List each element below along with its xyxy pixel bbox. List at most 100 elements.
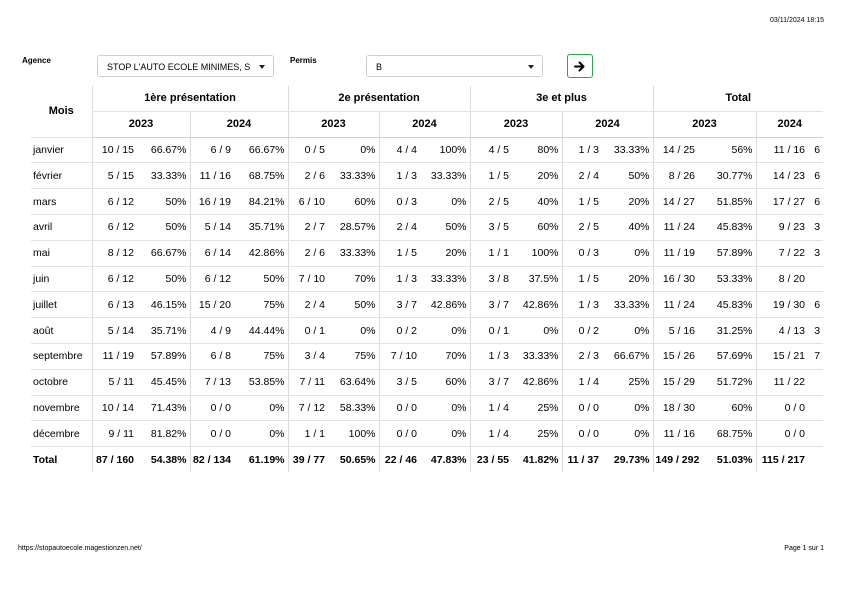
percent-cell: 53.33% (700, 266, 757, 293)
stats-table: Mois 1ère présentation 2e présentation 3… (31, 86, 824, 472)
count-cell: 11 / 16 (189, 162, 236, 190)
count-cell: 15 / 20 (189, 291, 236, 319)
percent-cell: 42.86% (514, 291, 563, 319)
count-cell: 8 / 12 (91, 240, 139, 267)
percent-cell: 28.57% (330, 214, 380, 241)
count-cell: 17 / 27 (755, 188, 811, 215)
count-cell: 10 / 14 (91, 395, 139, 422)
count-cell: 0 / 1 (469, 317, 515, 344)
count-cell: 18 / 30 (652, 395, 701, 422)
table-row: février 5 / 15 33.33% 11 / 16 68.75% 2 / 6 33.… (31, 162, 824, 190)
percent-cell: 33.33% (422, 162, 471, 190)
count-cell: 19 / 30 (755, 291, 811, 319)
agency-label: Agence (22, 56, 51, 65)
count-cell: 7 / 10 (378, 343, 423, 370)
percent-cell: 60% (700, 395, 757, 422)
percent-cell: 35.71% (236, 214, 289, 241)
caret-down-icon (528, 65, 534, 69)
percent-cell: 20% (604, 188, 654, 215)
percent-cell: 60% (514, 214, 563, 241)
count-cell: 6 / 14 (189, 240, 236, 267)
permit-select[interactable]: B (366, 55, 543, 77)
percent-cell: 50% (139, 266, 190, 293)
year-header: 2023 (91, 111, 190, 138)
count-cell: 5 / 15 (91, 162, 139, 190)
count-cell: 8 / 26 (652, 162, 701, 190)
page-number: Page 1 sur 1 (784, 545, 824, 552)
percent-cell: 61.19% (248, 453, 285, 466)
agency-select[interactable]: STOP L'AUTO ECOLE MINIMES, S (97, 55, 274, 77)
table-row: septembre 11 / 19 57.89% 6 / 8 75% 3 / 4 75% 7 … (31, 343, 824, 370)
count-cell: 0 / 0 (189, 395, 236, 422)
count-cell: 2 / 5 (561, 214, 605, 241)
count-cell: 6 / 12 (189, 266, 236, 293)
year-header: 2024 (755, 111, 824, 138)
count-cell: 87 / 160 (91, 446, 139, 472)
count-cell: 4 / 9 (189, 317, 236, 344)
count-cell: 6 / 12 (91, 214, 139, 241)
percent-cell: 40% (514, 188, 563, 215)
count-cell: 1 / 3 (469, 343, 515, 370)
month-label: juin (31, 266, 92, 293)
percent-cell: 45.83% (700, 214, 757, 241)
footer-url: https://stopautoecole.magestionzen.net/ (18, 545, 142, 552)
percent-cell: 30.77% (700, 162, 757, 190)
year-header: 2023 (469, 111, 563, 138)
count-cell: 9 / 11 (91, 420, 139, 448)
percent-cell: 0% (604, 420, 654, 448)
count-cell: 0 / 3 (378, 188, 423, 215)
month-label: mars (31, 188, 92, 215)
percent-cell: 33.33% (422, 266, 471, 293)
percent-cell: 100% (422, 137, 471, 164)
percent-cell: 29.73% (613, 453, 650, 466)
count-cell: 1 / 1 (287, 420, 331, 448)
count-cell: 0 / 2 (378, 317, 423, 344)
percent-cell: 44.44% (236, 317, 289, 344)
count-cell: 9 / 23 (755, 214, 811, 241)
year-header: 2023 (287, 111, 380, 138)
count-cell: 11 / 16 (652, 420, 701, 448)
percent-cell: 50% (330, 291, 380, 319)
count-cell: 6 / 12 (91, 266, 139, 293)
percent-cell: 47.83% (430, 453, 467, 466)
count-cell: 1 / 3 (378, 162, 423, 190)
count-cell: 15 / 21 (755, 343, 811, 370)
percent-cell: 75% (236, 343, 289, 370)
percent-cell (810, 266, 824, 293)
month-label: mai (31, 240, 92, 267)
go-button[interactable] (567, 54, 593, 78)
percent-cell: 40% (604, 214, 654, 241)
percent-cell: 35.71% (139, 317, 190, 344)
count-cell: 1 / 5 (378, 240, 423, 267)
percent-cell: 37.5% (514, 266, 563, 293)
permit-select-value: B (376, 62, 383, 72)
percent-cell: 100% (514, 240, 563, 267)
count-cell: 0 / 2 (561, 317, 605, 344)
percent-cell: 0% (604, 317, 654, 344)
percent-cell: 25% (604, 369, 654, 396)
percent-cell: 57.89% (139, 343, 190, 370)
percent-cell: 60% (330, 188, 380, 215)
count-cell: 0 / 3 (561, 240, 605, 267)
percent-cell: 33.33% (139, 162, 190, 190)
count-cell: 14 / 23 (755, 162, 811, 190)
month-label: avril (31, 214, 92, 241)
percent-cell: 0% (422, 188, 471, 215)
month-label: août (31, 317, 92, 344)
count-cell: 6 / 13 (91, 291, 139, 319)
count-cell: 7 / 12 (287, 395, 331, 422)
count-cell: 0 / 0 (755, 420, 811, 448)
count-cell: 14 / 27 (652, 188, 701, 215)
month-label: novembre (31, 395, 92, 422)
count-cell: 6 / 8 (189, 343, 236, 370)
percent-cell: 50% (236, 266, 289, 293)
percent-cell: 7 (810, 343, 824, 370)
count-cell: 10 / 15 (91, 137, 139, 164)
percent-cell: 66.67% (604, 343, 654, 370)
table-row: janvier 10 / 15 66.67% 6 / 9 66.67% 0 / 5 0% 4 … (31, 137, 824, 164)
percent-cell: 66.67% (139, 137, 190, 164)
count-cell: 2 / 3 (561, 343, 605, 370)
year-header: 2024 (378, 111, 471, 138)
percent-cell: 3 (810, 214, 824, 241)
